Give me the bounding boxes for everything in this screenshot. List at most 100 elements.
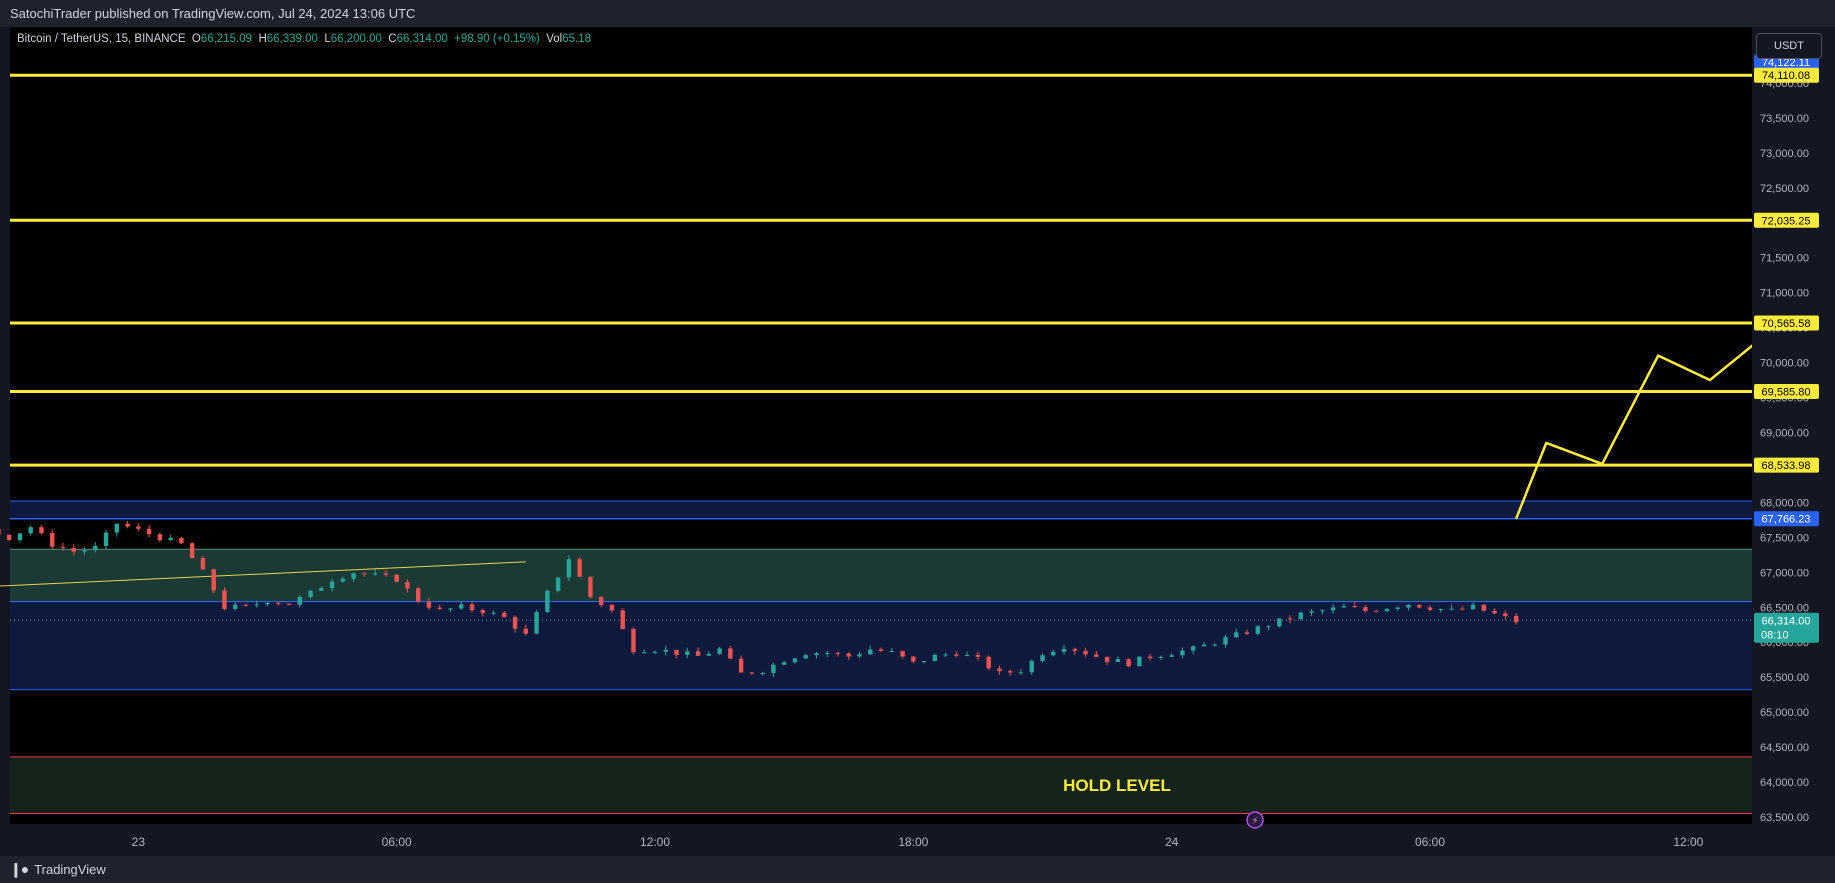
candle-body <box>921 661 927 663</box>
blue-level-badge: 67,766.23 <box>1762 514 1811 526</box>
legend-open: 66,215.09 <box>200 33 253 45</box>
candle-body <box>426 601 432 608</box>
candle-body <box>1320 610 1325 612</box>
green-zone <box>10 549 1752 602</box>
candle-body <box>340 578 346 582</box>
candle-body <box>1395 607 1400 609</box>
candle-body <box>663 649 668 652</box>
event-marker-icon[interactable] <box>1246 811 1264 829</box>
y-tick-label: 72,500.00 <box>1760 183 1809 195</box>
candle-body <box>1212 644 1217 646</box>
candle-body <box>189 543 195 559</box>
legend-open-label: O <box>191 33 201 45</box>
candle-body <box>1513 615 1519 623</box>
currency-button[interactable]: USDT <box>1756 33 1822 59</box>
x-tick-label: 24 <box>1165 835 1179 849</box>
candle-body <box>1223 637 1228 645</box>
candle-body <box>17 533 23 540</box>
candle-body <box>469 604 475 611</box>
candle-body <box>157 534 163 541</box>
candle-body <box>1158 656 1164 658</box>
price-chart[interactable]: HOLD LEVEL 63,500.00 64,000.00 64,500.00 65,… <box>0 27 1835 856</box>
candle-body <box>943 654 948 656</box>
candle-body <box>598 597 604 605</box>
candle-body <box>706 653 712 656</box>
candle-body <box>1449 608 1454 610</box>
candle-body <box>814 653 819 656</box>
legend-low: 66,200.00 <box>330 33 382 45</box>
candle-body <box>932 654 938 662</box>
candle-body <box>437 607 442 609</box>
candle-body <box>1051 651 1056 656</box>
candle-body <box>1266 626 1271 628</box>
trendline[interactable] <box>0 561 526 621</box>
candle-body <box>491 612 496 614</box>
candle-body <box>986 656 991 669</box>
candle-body <box>534 611 539 634</box>
y-tick-label: 67,500.00 <box>1760 532 1809 544</box>
candle-body <box>276 602 281 604</box>
candle-body <box>695 651 701 656</box>
candle-body <box>372 573 378 575</box>
candle-body <box>1083 650 1088 655</box>
legend-high-label: H <box>258 33 267 45</box>
candle-body <box>1406 604 1411 608</box>
level-badge-1-bg <box>1754 212 1819 228</box>
candle-body <box>825 652 830 654</box>
legend-close: 66,314.00 <box>396 33 448 45</box>
candle-body <box>545 590 550 612</box>
candle-body <box>1104 656 1110 663</box>
candle-body <box>329 581 335 589</box>
candle-body <box>846 653 851 657</box>
candle-body <box>1460 608 1465 610</box>
candle-body <box>243 604 249 606</box>
candle-body <box>1287 618 1293 620</box>
plot-area[interactable] <box>10 27 1752 824</box>
candle-body <box>1330 607 1336 611</box>
candle-body <box>803 655 808 659</box>
time-axis[interactable] <box>0 824 1752 856</box>
candle-body <box>975 654 981 657</box>
candle-body <box>954 654 959 656</box>
candle-body <box>254 604 259 606</box>
legend-symbol[interactable]: Bitcoin / TetherUS, 15, BINANCE <box>17 33 186 45</box>
candle-body <box>566 559 572 578</box>
candle-body <box>792 658 798 663</box>
level-badge-2: 70,565.58 <box>1762 318 1811 330</box>
legend-high: 66,339.00 <box>266 33 318 45</box>
candle-body <box>1169 655 1174 657</box>
candle-body <box>1470 604 1476 610</box>
candle-body <box>771 664 776 673</box>
candle-body <box>642 652 647 654</box>
tradingview-logo[interactable]: ❙● TradingView <box>10 856 106 883</box>
tradingview-brand: TradingView <box>34 862 106 877</box>
candle-body <box>480 610 485 614</box>
candle-body <box>1481 604 1487 611</box>
candle-body <box>308 590 313 598</box>
candle-body <box>114 523 120 533</box>
y-tick-label: 71,500.00 <box>1760 253 1809 265</box>
candle-body <box>1180 650 1185 656</box>
hold-zone <box>10 756 1752 814</box>
y-tick-label: 71,000.00 <box>1760 288 1809 300</box>
candle-body <box>415 588 421 602</box>
candle-body <box>60 546 66 548</box>
tradingview-logo-icon: ❙● <box>10 861 29 877</box>
symbol-legend: Bitcoin / TetherUS, 15, BINANCE O66,215.… <box>17 33 591 45</box>
price-axis[interactable] <box>1752 27 1835 856</box>
candle-body <box>964 654 970 656</box>
level-badge-3-bg <box>1754 384 1819 400</box>
candle-body <box>760 672 765 674</box>
candle-body <box>50 533 55 547</box>
candle-body <box>265 602 270 605</box>
level-badge-2-bg <box>1754 315 1819 331</box>
candle-body <box>1363 607 1368 611</box>
candle-body <box>728 648 733 659</box>
candle-body <box>1137 656 1142 667</box>
candle-body <box>1008 671 1013 673</box>
level-badge-3: 69,585.80 <box>1762 387 1811 399</box>
candle-body <box>1040 655 1045 661</box>
legend-close-label: C <box>388 33 397 45</box>
level-badge-0-bg <box>1754 67 1819 83</box>
candle-body <box>1503 613 1508 616</box>
